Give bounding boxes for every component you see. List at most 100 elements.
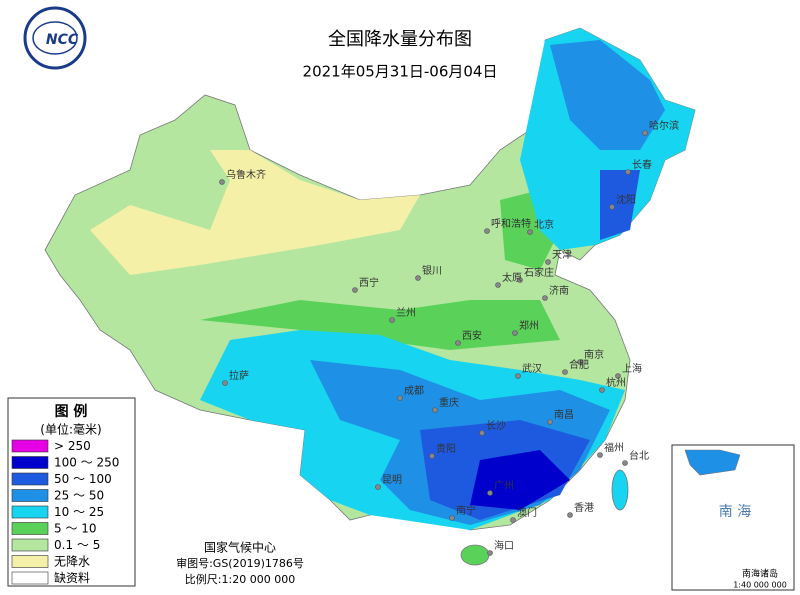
- city-dot: [545, 259, 551, 265]
- legend-label: 0.1 ～ 5: [54, 538, 100, 552]
- city-dot: [515, 373, 521, 379]
- city-dot: [495, 282, 501, 288]
- taiwan: [611, 469, 629, 511]
- legend-label: 50 ～ 100: [54, 472, 112, 486]
- logo: NCC: [23, 6, 87, 70]
- city-label: 拉萨: [229, 369, 249, 382]
- city-label: 合肥: [569, 358, 589, 371]
- city-label: 长春: [632, 159, 652, 171]
- legend-swatch: [11, 522, 49, 535]
- city-label: 呼和浩特: [491, 218, 531, 230]
- logo-globe: [32, 21, 78, 55]
- legend-label: > 250: [54, 439, 91, 453]
- city-label: 天津: [552, 249, 572, 261]
- city-label: 台北: [629, 449, 649, 462]
- legend-title: 图 例: [55, 403, 88, 420]
- city-dot: [432, 407, 438, 413]
- city-dot: [622, 460, 628, 466]
- city-dot: [479, 430, 485, 436]
- agency: 国家气候中心: [204, 540, 276, 555]
- city-dot: [222, 380, 228, 386]
- legend-swatch: [11, 505, 49, 519]
- legend-label: 5 ～ 10: [54, 522, 97, 536]
- hainan: [460, 544, 490, 566]
- city-label: 重庆: [439, 396, 459, 409]
- city-label: 上海: [622, 362, 642, 375]
- city-label: 杭州: [606, 376, 626, 389]
- legend-label: 25 ～ 50: [54, 489, 104, 503]
- city-label: 广州: [494, 480, 514, 492]
- city-label: 成都: [404, 385, 424, 397]
- country: [44, 27, 696, 566]
- city-dot: [397, 395, 403, 401]
- city-label: 福州: [604, 441, 624, 454]
- legend-label: 100 ～ 250: [54, 456, 119, 470]
- city-label: 郑州: [519, 319, 539, 332]
- city-dot: [615, 373, 621, 379]
- city-label: 南宁: [456, 504, 476, 517]
- inset-sea: 南 海: [719, 504, 751, 520]
- city-label: 太原: [502, 271, 522, 284]
- city-dot: [415, 275, 421, 281]
- legend-label: 10 ～ 25: [54, 505, 104, 519]
- legend-swatch: [11, 489, 49, 502]
- legend-swatch: [11, 571, 49, 585]
- legend-swatch: [11, 439, 49, 453]
- city-dot: [547, 419, 553, 425]
- legend-swatch: [11, 538, 49, 552]
- city-dot: [542, 295, 548, 301]
- city-dot: [642, 130, 648, 136]
- scale: 比例尺:1:20 000 000: [185, 572, 295, 586]
- legend-label: 缺资料: [54, 570, 90, 585]
- city-dot: [449, 515, 455, 521]
- rain-band: [200, 300, 560, 350]
- city-label: 哈尔滨: [649, 119, 679, 132]
- city-dot: [597, 452, 603, 458]
- city-label: 沈阳: [616, 193, 636, 206]
- city-dot: [517, 277, 523, 283]
- city-label: 兰州: [396, 306, 416, 319]
- city-dot: [375, 484, 381, 490]
- city-label: 西宁: [359, 276, 379, 289]
- city-dot: [577, 359, 583, 365]
- legend-unit: (单位:毫米): [40, 422, 101, 437]
- city-label: 昆明: [382, 474, 402, 486]
- city-dot: [625, 169, 631, 175]
- legend-swatch: [11, 472, 49, 486]
- city-label: 长沙: [486, 420, 506, 432]
- city-label: 南京: [584, 348, 604, 361]
- city-label: 银川: [422, 264, 442, 277]
- city-dot: [512, 330, 518, 336]
- city-dot: [487, 550, 493, 556]
- city-dot: [429, 453, 435, 459]
- city-dot: [562, 369, 568, 375]
- city-dot: [527, 229, 533, 235]
- date: 2021年05月31日-06月04日: [303, 63, 498, 81]
- city-label: 北京: [534, 218, 554, 231]
- city-label: 贵阳: [436, 442, 456, 455]
- rain-south: [470, 450, 570, 510]
- inset: 南 海 南海诸岛 1:40 000 000: [671, 444, 795, 591]
- city-label: 海口: [494, 539, 514, 552]
- title: 全国降水量分布图: [328, 29, 472, 50]
- city-label: 香港: [574, 502, 594, 514]
- city-label: 济南: [549, 284, 569, 297]
- city-dot: [599, 387, 605, 393]
- city-label: 武汉: [522, 362, 542, 375]
- city-dot: [484, 228, 490, 234]
- city-dot: [389, 317, 395, 323]
- city-dot: [609, 204, 615, 210]
- legend-items: > 250 100 ～ 250 50 ～ 100 25 ～ 50 10 ～ 25 5 ～ …: [11, 439, 119, 585]
- legend-swatch: [11, 555, 49, 568]
- approval: 审图号:GS(2019)1786号: [176, 556, 304, 570]
- city-dot: [567, 512, 573, 518]
- legend-label: 无降水: [54, 555, 90, 569]
- city-label: 乌鲁木齐: [226, 168, 266, 181]
- dry-region: [90, 150, 420, 275]
- city-label: 南昌: [554, 408, 574, 421]
- inset-scale: 1:40 000 000: [733, 581, 787, 590]
- city-label: 西安: [462, 329, 482, 342]
- legend: 图 例 (单位:毫米) > 250 100 ～ 250 50 ～ 100 25 ～ 5…: [7, 397, 136, 587]
